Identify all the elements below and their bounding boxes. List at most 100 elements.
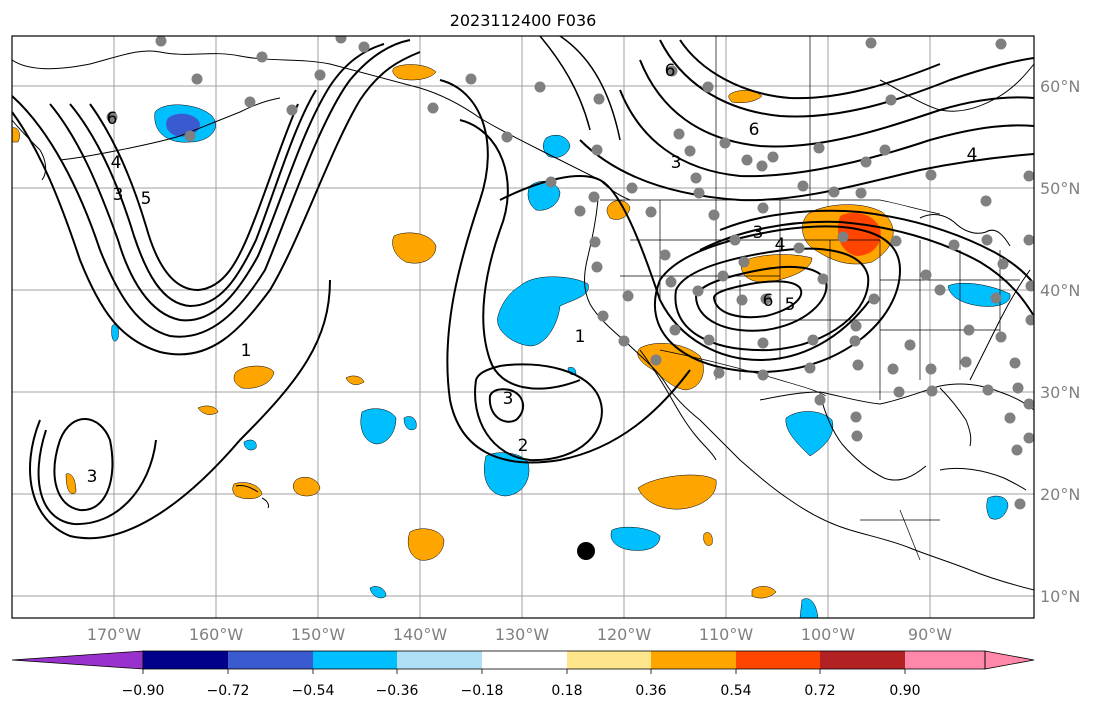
contour-label: 3 (113, 185, 124, 205)
contour-west-4 (69, 89, 317, 308)
contour-north-east-2 (619, 89, 1034, 178)
contour-east-pac-2 (459, 119, 581, 390)
map-title: 2023112400 F036 (450, 11, 597, 30)
anomaly-orange-pac3 (407, 528, 445, 561)
contour-north-inner (679, 39, 941, 100)
contour-label: 4 (775, 235, 786, 255)
lat-tick-labels: 60°N 50°N 40°N 30°N 20°N 10°N (1040, 77, 1080, 606)
lon-tick-label: 170°W (87, 625, 142, 644)
lon-tick-label: 120°W (597, 625, 652, 644)
contour-label: 3 (503, 389, 514, 409)
anomaly-orange-small2 (703, 532, 713, 546)
contour-southwest-loop (29, 279, 331, 540)
contour-label: 6 (665, 61, 676, 81)
contour-labels: 6 4 3 5 1 3 6 3 4 3 4 6 5 1 3 2 6 (87, 61, 978, 487)
contour-label: 6 (763, 291, 774, 311)
anomaly-orange-small1 (751, 586, 777, 599)
filled-anomalies (12, 64, 1011, 618)
coast-mexico-east (819, 393, 927, 481)
coast-hawaii (235, 485, 269, 509)
coast-gulf (759, 383, 1034, 411)
contour-label: 6 (749, 120, 760, 140)
contour-label: 5 (141, 189, 152, 209)
lat-tick-label: 30°N (1040, 383, 1080, 402)
contour-west-3 (49, 43, 385, 322)
colorbar-seg (143, 651, 228, 669)
anomaly-blue-south (610, 526, 661, 551)
contour-north-east-4 (659, 39, 1034, 118)
contour-sw-mid (37, 429, 157, 526)
contour-label: 3 (671, 153, 682, 173)
colorbar-tick-label: 0.36 (635, 683, 666, 699)
lon-tick-label: 110°W (699, 625, 754, 644)
contour-east-pac (439, 79, 691, 464)
colorbar-seg (567, 651, 651, 669)
colorbar-seg (397, 651, 482, 669)
contour-label: 3 (87, 467, 98, 487)
anomaly-blue-gulf (785, 411, 834, 457)
colorbar-over-arrow (984, 650, 1035, 670)
contour-label: 1 (575, 327, 586, 347)
colorbar-tick-label: −0.54 (292, 683, 335, 699)
lon-tick-label: 130°W (495, 625, 550, 644)
colorbar-tick-label: −0.18 (461, 683, 504, 699)
lon-tick-label: 100°W (801, 625, 856, 644)
colorbar-seg (482, 651, 567, 669)
colorbar-tick-label: 0.90 (889, 683, 920, 699)
contour-label: 3 (753, 223, 764, 243)
colorbar-seg (228, 651, 313, 669)
colorbar-outline (142, 650, 986, 670)
contour-west-5 (89, 103, 299, 292)
contour-north-east-3 (579, 139, 1034, 202)
lat-tick-label: 10°N (1040, 587, 1080, 606)
colorbar-tick-labels: −0.90 −0.72 −0.54 −0.36 −0.18 0.18 0.36 … (122, 683, 921, 699)
contour-west-1 (12, 51, 421, 356)
contour-label: 6 (107, 109, 118, 129)
colorbar-seg (820, 651, 905, 669)
contour-label: 2 (518, 436, 529, 456)
lat-tick-label: 40°N (1040, 281, 1080, 300)
contour-low-mid (674, 247, 870, 352)
contour-east-inner (699, 220, 1034, 317)
lon-tick-label: 160°W (189, 625, 244, 644)
lon-tick-label: 90°W (908, 625, 952, 644)
contour-southwest-inner (53, 418, 114, 512)
lat-tick-label: 20°N (1040, 485, 1080, 504)
colorbar-seg (313, 651, 397, 669)
anomaly-blue-mid2 (360, 408, 397, 445)
colorbar-seg (651, 651, 736, 669)
anomaly-blue-calcoast (497, 276, 589, 347)
lon-tick-labels: 170°W 160°W 150°W 140°W 130°W 120°W 110°… (87, 625, 952, 644)
contour-label: 4 (967, 145, 978, 165)
colorbar-seg (736, 651, 820, 669)
contour-label: 4 (111, 153, 122, 173)
contour-label: 5 (785, 295, 796, 315)
anomaly-orange-hawaii (232, 482, 263, 499)
anomaly-orange-pac1 (392, 232, 437, 264)
contour-nw-thin2 (559, 36, 621, 141)
anomaly-blue-small2 (243, 439, 257, 451)
lon-tick-label: 140°W (393, 625, 448, 644)
lon-tick-label: 150°W (291, 625, 346, 644)
colorbar-tick-label: −0.36 (376, 683, 419, 699)
colorbar-tick-label: −0.72 (207, 683, 250, 699)
anomaly-orange-pac5 (65, 473, 77, 494)
map-frame (11, 35, 1035, 619)
contour-low-outer (654, 225, 902, 374)
coast-kamchatka (12, 119, 47, 181)
anomaly-orange-pac2 (233, 365, 275, 389)
anomaly-orange-mexico (637, 474, 717, 510)
contour-east-inner2 (719, 209, 1034, 285)
colorbar-ticks (142, 669, 906, 674)
colorbar: −0.90 −0.72 −0.54 −0.36 −0.18 0.18 0.36 … (11, 650, 1035, 699)
contour-pac-1 (499, 175, 871, 362)
colorbar-tick-label: 0.54 (720, 683, 751, 699)
anomaly-blue-small5 (403, 416, 417, 431)
graticule (12, 36, 1034, 618)
anomaly-orange-north2 (728, 90, 763, 103)
anomaly-orange-north1 (392, 64, 437, 81)
coast-baja (639, 349, 717, 461)
coast-greatlakes (919, 214, 1011, 247)
anomaly-blue-small4 (799, 598, 819, 618)
